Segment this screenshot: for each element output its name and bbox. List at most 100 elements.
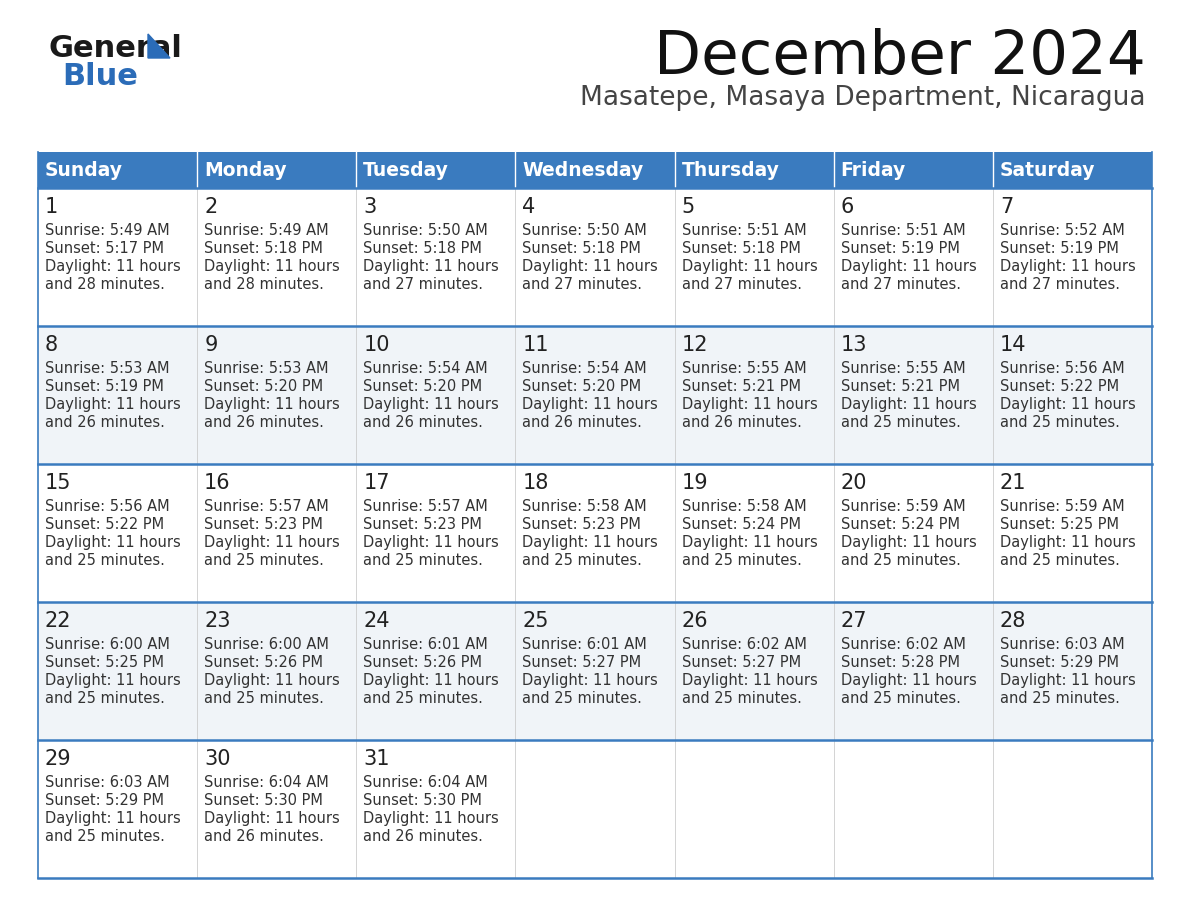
Bar	[356, 464, 516, 602]
Text: Sunrise: 5:50 AM: Sunrise: 5:50 AM	[523, 223, 647, 238]
Text: General: General	[48, 34, 182, 63]
Bar	[993, 464, 1152, 602]
Text: Sunrise: 5:56 AM: Sunrise: 5:56 AM	[45, 499, 170, 514]
Text: Sunset: 5:26 PM: Sunset: 5:26 PM	[364, 655, 482, 670]
Text: Sunset: 5:22 PM: Sunset: 5:22 PM	[1000, 379, 1119, 394]
Bar	[834, 464, 993, 602]
Text: Sunrise: 6:02 AM: Sunrise: 6:02 AM	[841, 637, 966, 652]
Text: 4: 4	[523, 197, 536, 217]
Text: Sunset: 5:20 PM: Sunset: 5:20 PM	[364, 379, 482, 394]
Bar	[675, 326, 834, 464]
Text: and 25 minutes.: and 25 minutes.	[1000, 553, 1120, 568]
Text: 14: 14	[1000, 335, 1026, 355]
Text: Daylight: 11 hours: Daylight: 11 hours	[364, 673, 499, 688]
Text: and 27 minutes.: and 27 minutes.	[682, 277, 802, 292]
Text: and 27 minutes.: and 27 minutes.	[523, 277, 643, 292]
Bar	[675, 152, 834, 188]
Text: Sunset: 5:30 PM: Sunset: 5:30 PM	[204, 793, 323, 808]
Text: 16: 16	[204, 473, 230, 493]
Bar	[834, 740, 993, 878]
Text: 27: 27	[841, 611, 867, 631]
Text: December 2024: December 2024	[655, 28, 1146, 87]
Text: Sunset: 5:21 PM: Sunset: 5:21 PM	[841, 379, 960, 394]
Text: 26: 26	[682, 611, 708, 631]
Text: Masatepe, Masaya Department, Nicaragua: Masatepe, Masaya Department, Nicaragua	[581, 85, 1146, 111]
Text: 30: 30	[204, 749, 230, 769]
Text: Sunset: 5:21 PM: Sunset: 5:21 PM	[682, 379, 801, 394]
Text: Daylight: 11 hours: Daylight: 11 hours	[1000, 535, 1136, 550]
Text: Daylight: 11 hours: Daylight: 11 hours	[682, 397, 817, 412]
Text: and 26 minutes.: and 26 minutes.	[204, 415, 324, 430]
Text: Sunrise: 6:00 AM: Sunrise: 6:00 AM	[204, 637, 329, 652]
Text: Daylight: 11 hours: Daylight: 11 hours	[1000, 397, 1136, 412]
Text: and 25 minutes.: and 25 minutes.	[523, 553, 643, 568]
Text: and 26 minutes.: and 26 minutes.	[682, 415, 802, 430]
Text: 21: 21	[1000, 473, 1026, 493]
Text: Tuesday: Tuesday	[364, 161, 449, 180]
Bar	[993, 188, 1152, 326]
Bar	[675, 188, 834, 326]
Text: 8: 8	[45, 335, 58, 355]
Text: Daylight: 11 hours: Daylight: 11 hours	[364, 811, 499, 826]
Text: 9: 9	[204, 335, 217, 355]
Text: Sunset: 5:20 PM: Sunset: 5:20 PM	[204, 379, 323, 394]
Text: Sunset: 5:24 PM: Sunset: 5:24 PM	[682, 517, 801, 532]
Bar	[197, 326, 356, 464]
Text: Sunrise: 5:55 AM: Sunrise: 5:55 AM	[841, 361, 966, 376]
Text: Daylight: 11 hours: Daylight: 11 hours	[841, 397, 977, 412]
Text: Daylight: 11 hours: Daylight: 11 hours	[682, 535, 817, 550]
Bar	[197, 464, 356, 602]
Text: Daylight: 11 hours: Daylight: 11 hours	[682, 259, 817, 274]
Text: 11: 11	[523, 335, 549, 355]
Text: Sunrise: 5:49 AM: Sunrise: 5:49 AM	[204, 223, 329, 238]
Text: Sunset: 5:19 PM: Sunset: 5:19 PM	[841, 241, 960, 256]
Text: Daylight: 11 hours: Daylight: 11 hours	[364, 397, 499, 412]
Text: Sunrise: 5:51 AM: Sunrise: 5:51 AM	[682, 223, 807, 238]
Text: 6: 6	[841, 197, 854, 217]
Text: Sunrise: 5:49 AM: Sunrise: 5:49 AM	[45, 223, 170, 238]
Text: Daylight: 11 hours: Daylight: 11 hours	[1000, 673, 1136, 688]
Text: Sunrise: 6:01 AM: Sunrise: 6:01 AM	[364, 637, 488, 652]
Text: Sunday: Sunday	[45, 161, 124, 180]
Text: and 26 minutes.: and 26 minutes.	[45, 415, 165, 430]
Text: and 25 minutes.: and 25 minutes.	[523, 691, 643, 706]
Bar	[675, 602, 834, 740]
Text: Sunset: 5:17 PM: Sunset: 5:17 PM	[45, 241, 164, 256]
Text: Sunrise: 6:03 AM: Sunrise: 6:03 AM	[1000, 637, 1125, 652]
Text: Daylight: 11 hours: Daylight: 11 hours	[523, 673, 658, 688]
Bar	[516, 326, 675, 464]
Text: and 27 minutes.: and 27 minutes.	[364, 277, 484, 292]
Bar	[38, 188, 197, 326]
Bar	[834, 602, 993, 740]
Text: Sunrise: 5:54 AM: Sunrise: 5:54 AM	[364, 361, 488, 376]
Text: Daylight: 11 hours: Daylight: 11 hours	[204, 259, 340, 274]
Text: 28: 28	[1000, 611, 1026, 631]
Bar	[356, 326, 516, 464]
Text: Saturday: Saturday	[1000, 161, 1095, 180]
Bar	[197, 602, 356, 740]
Text: Daylight: 11 hours: Daylight: 11 hours	[204, 535, 340, 550]
Text: Daylight: 11 hours: Daylight: 11 hours	[45, 673, 181, 688]
Text: Sunrise: 6:01 AM: Sunrise: 6:01 AM	[523, 637, 647, 652]
Text: Sunset: 5:22 PM: Sunset: 5:22 PM	[45, 517, 164, 532]
Text: Blue: Blue	[62, 62, 138, 91]
Text: Daylight: 11 hours: Daylight: 11 hours	[364, 259, 499, 274]
Bar	[675, 740, 834, 878]
Text: Daylight: 11 hours: Daylight: 11 hours	[1000, 259, 1136, 274]
Text: Sunrise: 5:52 AM: Sunrise: 5:52 AM	[1000, 223, 1125, 238]
Bar	[993, 740, 1152, 878]
Bar	[675, 464, 834, 602]
Text: 31: 31	[364, 749, 390, 769]
Text: Sunset: 5:23 PM: Sunset: 5:23 PM	[364, 517, 482, 532]
Text: and 26 minutes.: and 26 minutes.	[523, 415, 643, 430]
Text: Sunset: 5:18 PM: Sunset: 5:18 PM	[523, 241, 642, 256]
Text: 12: 12	[682, 335, 708, 355]
Text: Sunrise: 5:53 AM: Sunrise: 5:53 AM	[204, 361, 329, 376]
Text: Daylight: 11 hours: Daylight: 11 hours	[364, 535, 499, 550]
Text: Sunset: 5:30 PM: Sunset: 5:30 PM	[364, 793, 482, 808]
Text: Daylight: 11 hours: Daylight: 11 hours	[523, 535, 658, 550]
Text: Daylight: 11 hours: Daylight: 11 hours	[523, 397, 658, 412]
Text: and 26 minutes.: and 26 minutes.	[204, 829, 324, 844]
Text: Thursday: Thursday	[682, 161, 779, 180]
Text: Sunset: 5:25 PM: Sunset: 5:25 PM	[1000, 517, 1119, 532]
